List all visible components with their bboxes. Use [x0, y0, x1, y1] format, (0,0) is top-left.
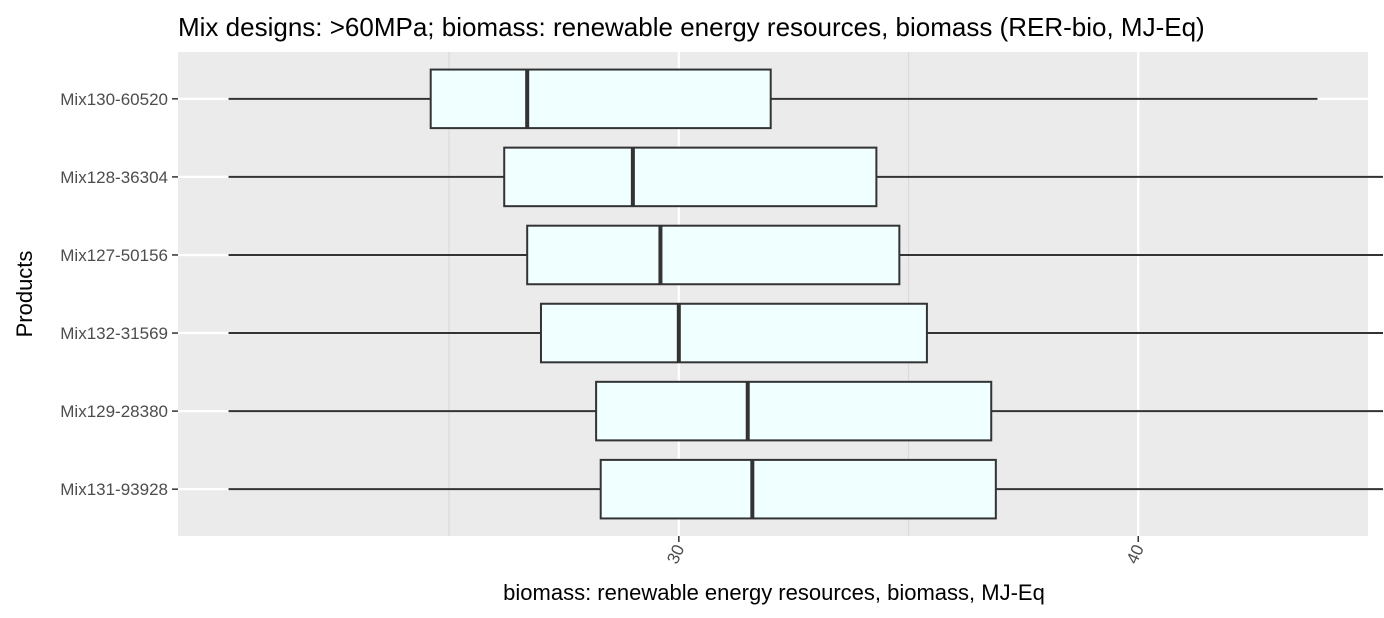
box-Mix131-93928	[228, 458, 1383, 520]
x-axis-title: biomass: renewable energy resources, bio…	[503, 580, 1045, 605]
y-tick-label: Mix132-31569	[60, 324, 168, 343]
box-Mix132-31569	[228, 302, 1383, 364]
box-iqr	[503, 146, 878, 208]
x-axis: 30 40	[663, 536, 1148, 567]
y-tick-label: Mix129-28380	[60, 402, 168, 421]
x-tick-label: 30	[663, 542, 688, 567]
box-Mix129-28380	[228, 380, 1383, 442]
x-tick-label: 40	[1123, 542, 1148, 567]
plot-panel	[178, 52, 1368, 536]
box-Mix127-50156	[228, 224, 1383, 286]
box-Mix128-36304	[228, 146, 1383, 208]
box-iqr	[599, 458, 997, 520]
box-iqr	[429, 68, 772, 130]
y-tick-label: Mix127-50156	[60, 246, 168, 265]
box-series	[228, 68, 1383, 520]
box-iqr	[526, 224, 901, 286]
y-axis-title: Products	[12, 251, 37, 338]
box-iqr	[595, 380, 993, 442]
y-tick-label: Mix128-36304	[60, 168, 168, 187]
box-Mix130-60520	[228, 68, 1318, 130]
y-tick-label: Mix130-60520	[60, 90, 168, 109]
y-tick-label: Mix131-93928	[60, 480, 168, 499]
y-axis: Mix130-60520 Mix128-36304 Mix127-50156 Mix1…	[60, 90, 178, 499]
box-iqr	[539, 302, 928, 364]
chart-title: Mix designs: >60MPa; biomass: renewable …	[178, 12, 1205, 42]
